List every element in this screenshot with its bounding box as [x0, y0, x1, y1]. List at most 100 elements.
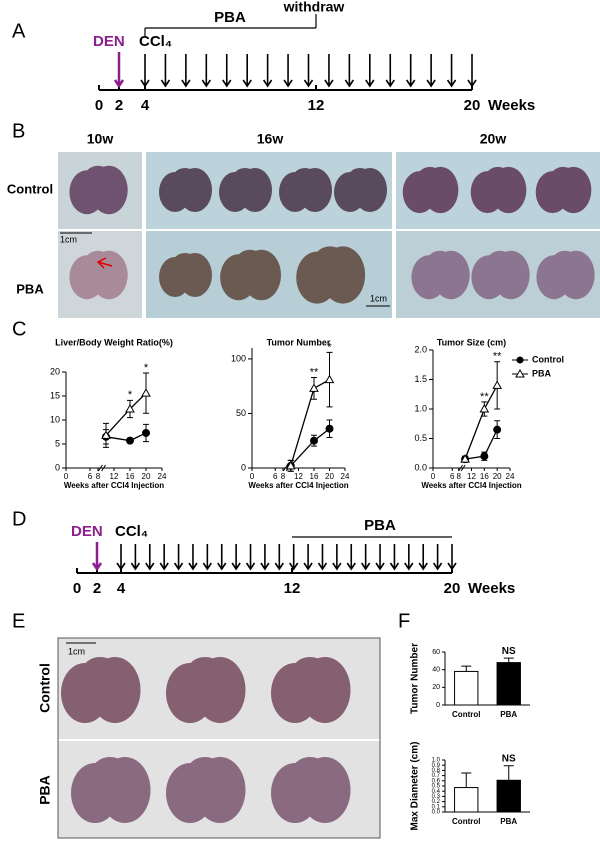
arrow-head — [365, 79, 375, 88]
marker — [126, 436, 134, 445]
y-tick-label: 0.2 — [432, 799, 441, 805]
arrow-head — [389, 562, 400, 571]
arrow-head — [242, 79, 252, 88]
liver-lobe — [187, 757, 223, 787]
annotation: ** — [493, 351, 502, 363]
liver-lobe — [173, 168, 197, 188]
den-label: DEN — [93, 33, 125, 50]
x-tick-label: 20 — [325, 472, 334, 481]
arrow-head — [426, 79, 436, 88]
legend-label: PBA — [532, 368, 552, 378]
arrow-head — [274, 562, 284, 571]
annotation: ** — [310, 366, 319, 378]
bar — [454, 787, 479, 813]
y-tick-label: 0 — [436, 702, 440, 709]
row-label: Control — [7, 181, 53, 196]
x-tick-label: 8 — [96, 472, 101, 481]
row-label: Control — [37, 663, 53, 713]
panel-label: B — [12, 120, 25, 142]
photo-frame — [57, 637, 381, 839]
liver-lobe — [233, 168, 257, 188]
arrow-head — [360, 562, 371, 571]
arrow-head — [260, 562, 270, 571]
scale-label: 1cm — [68, 646, 85, 656]
error-bar — [461, 772, 472, 788]
y-tick-label: 0.8 — [432, 768, 441, 774]
timeline-tick-label: 20 — [464, 97, 481, 114]
panel-label: D — [12, 508, 26, 530]
marker — [479, 403, 490, 413]
y-tick-label: 15 — [50, 390, 60, 400]
x-tick-label: PBA — [500, 710, 517, 719]
arrow-head — [467, 79, 477, 88]
y-tick-label: 1.0 — [432, 758, 441, 764]
liver-lobe — [417, 166, 443, 188]
chart-title: Tumor Number — [267, 337, 331, 347]
x-tick-label: 16 — [310, 472, 319, 481]
arrow-head — [317, 562, 328, 571]
annotation: ** — [480, 391, 489, 403]
arrow-head — [188, 562, 198, 571]
arrow-head — [262, 79, 273, 88]
legend-label: Control — [532, 354, 564, 364]
arrow-head — [173, 562, 184, 571]
x-tick-label: 6 — [450, 472, 455, 481]
arrow-head — [447, 562, 457, 571]
arrow-head — [406, 79, 416, 88]
arrow-head — [181, 79, 191, 88]
liver-lobe — [173, 253, 197, 273]
x-tick-label: 24 — [158, 472, 167, 481]
column-label: 16w — [257, 131, 284, 147]
withdraw-label: withdraw — [283, 0, 345, 15]
arrow-head — [145, 562, 155, 571]
arrow-head — [418, 562, 428, 571]
arrow-head — [303, 79, 314, 88]
chart-title: Liver/Body Weight Ratio(%) — [55, 337, 173, 347]
liver-lobe — [485, 166, 511, 188]
x-tick-label: 24 — [341, 472, 350, 481]
marker — [142, 428, 150, 437]
arrow-head — [231, 562, 241, 571]
arrow-head — [446, 79, 457, 88]
x-tick-label: Control — [452, 710, 480, 719]
timeline-tick-label: 0 — [95, 97, 103, 114]
marker — [141, 388, 151, 397]
x-tick-label: 0 — [250, 472, 255, 481]
pba-label: PBA — [364, 517, 396, 534]
error-bar — [503, 765, 514, 781]
arrow-head — [245, 562, 256, 571]
arrow-head — [140, 79, 150, 88]
marker — [492, 380, 503, 389]
error-bar — [461, 665, 472, 672]
annotation: * — [327, 341, 332, 353]
panel-label: A — [12, 20, 26, 42]
column-label: 10w — [87, 131, 114, 147]
ccl4-label: CCl₄ — [139, 33, 172, 50]
x-tick-label: 0 — [64, 472, 69, 481]
arrow-head — [217, 562, 227, 571]
red-arrow — [96, 257, 113, 269]
y-tick-label: 5 — [55, 438, 60, 448]
arrow-head — [202, 562, 213, 571]
x-tick-label: 16 — [480, 472, 489, 481]
liver-lobe — [187, 657, 223, 687]
y-tick-label: 0 — [55, 462, 60, 472]
y-tick-label: 0.6 — [432, 778, 441, 784]
series-line — [105, 432, 147, 442]
liver-lobe — [551, 250, 579, 273]
marker — [125, 403, 135, 413]
x-tick-label: 8 — [281, 472, 286, 481]
liver-lobe — [426, 250, 454, 273]
x-tick-label: 12 — [294, 472, 303, 481]
y-tick-label: 0.5 — [414, 433, 427, 443]
column-label: 20w — [480, 131, 507, 147]
series-line — [290, 379, 330, 467]
liver-lobe — [486, 250, 514, 273]
legend-marker — [516, 356, 524, 364]
marker — [325, 424, 334, 433]
row-label: PBA — [37, 775, 53, 805]
x-tick-label: 20 — [142, 472, 151, 481]
liver-lobe — [292, 757, 328, 787]
marker — [285, 460, 296, 470]
